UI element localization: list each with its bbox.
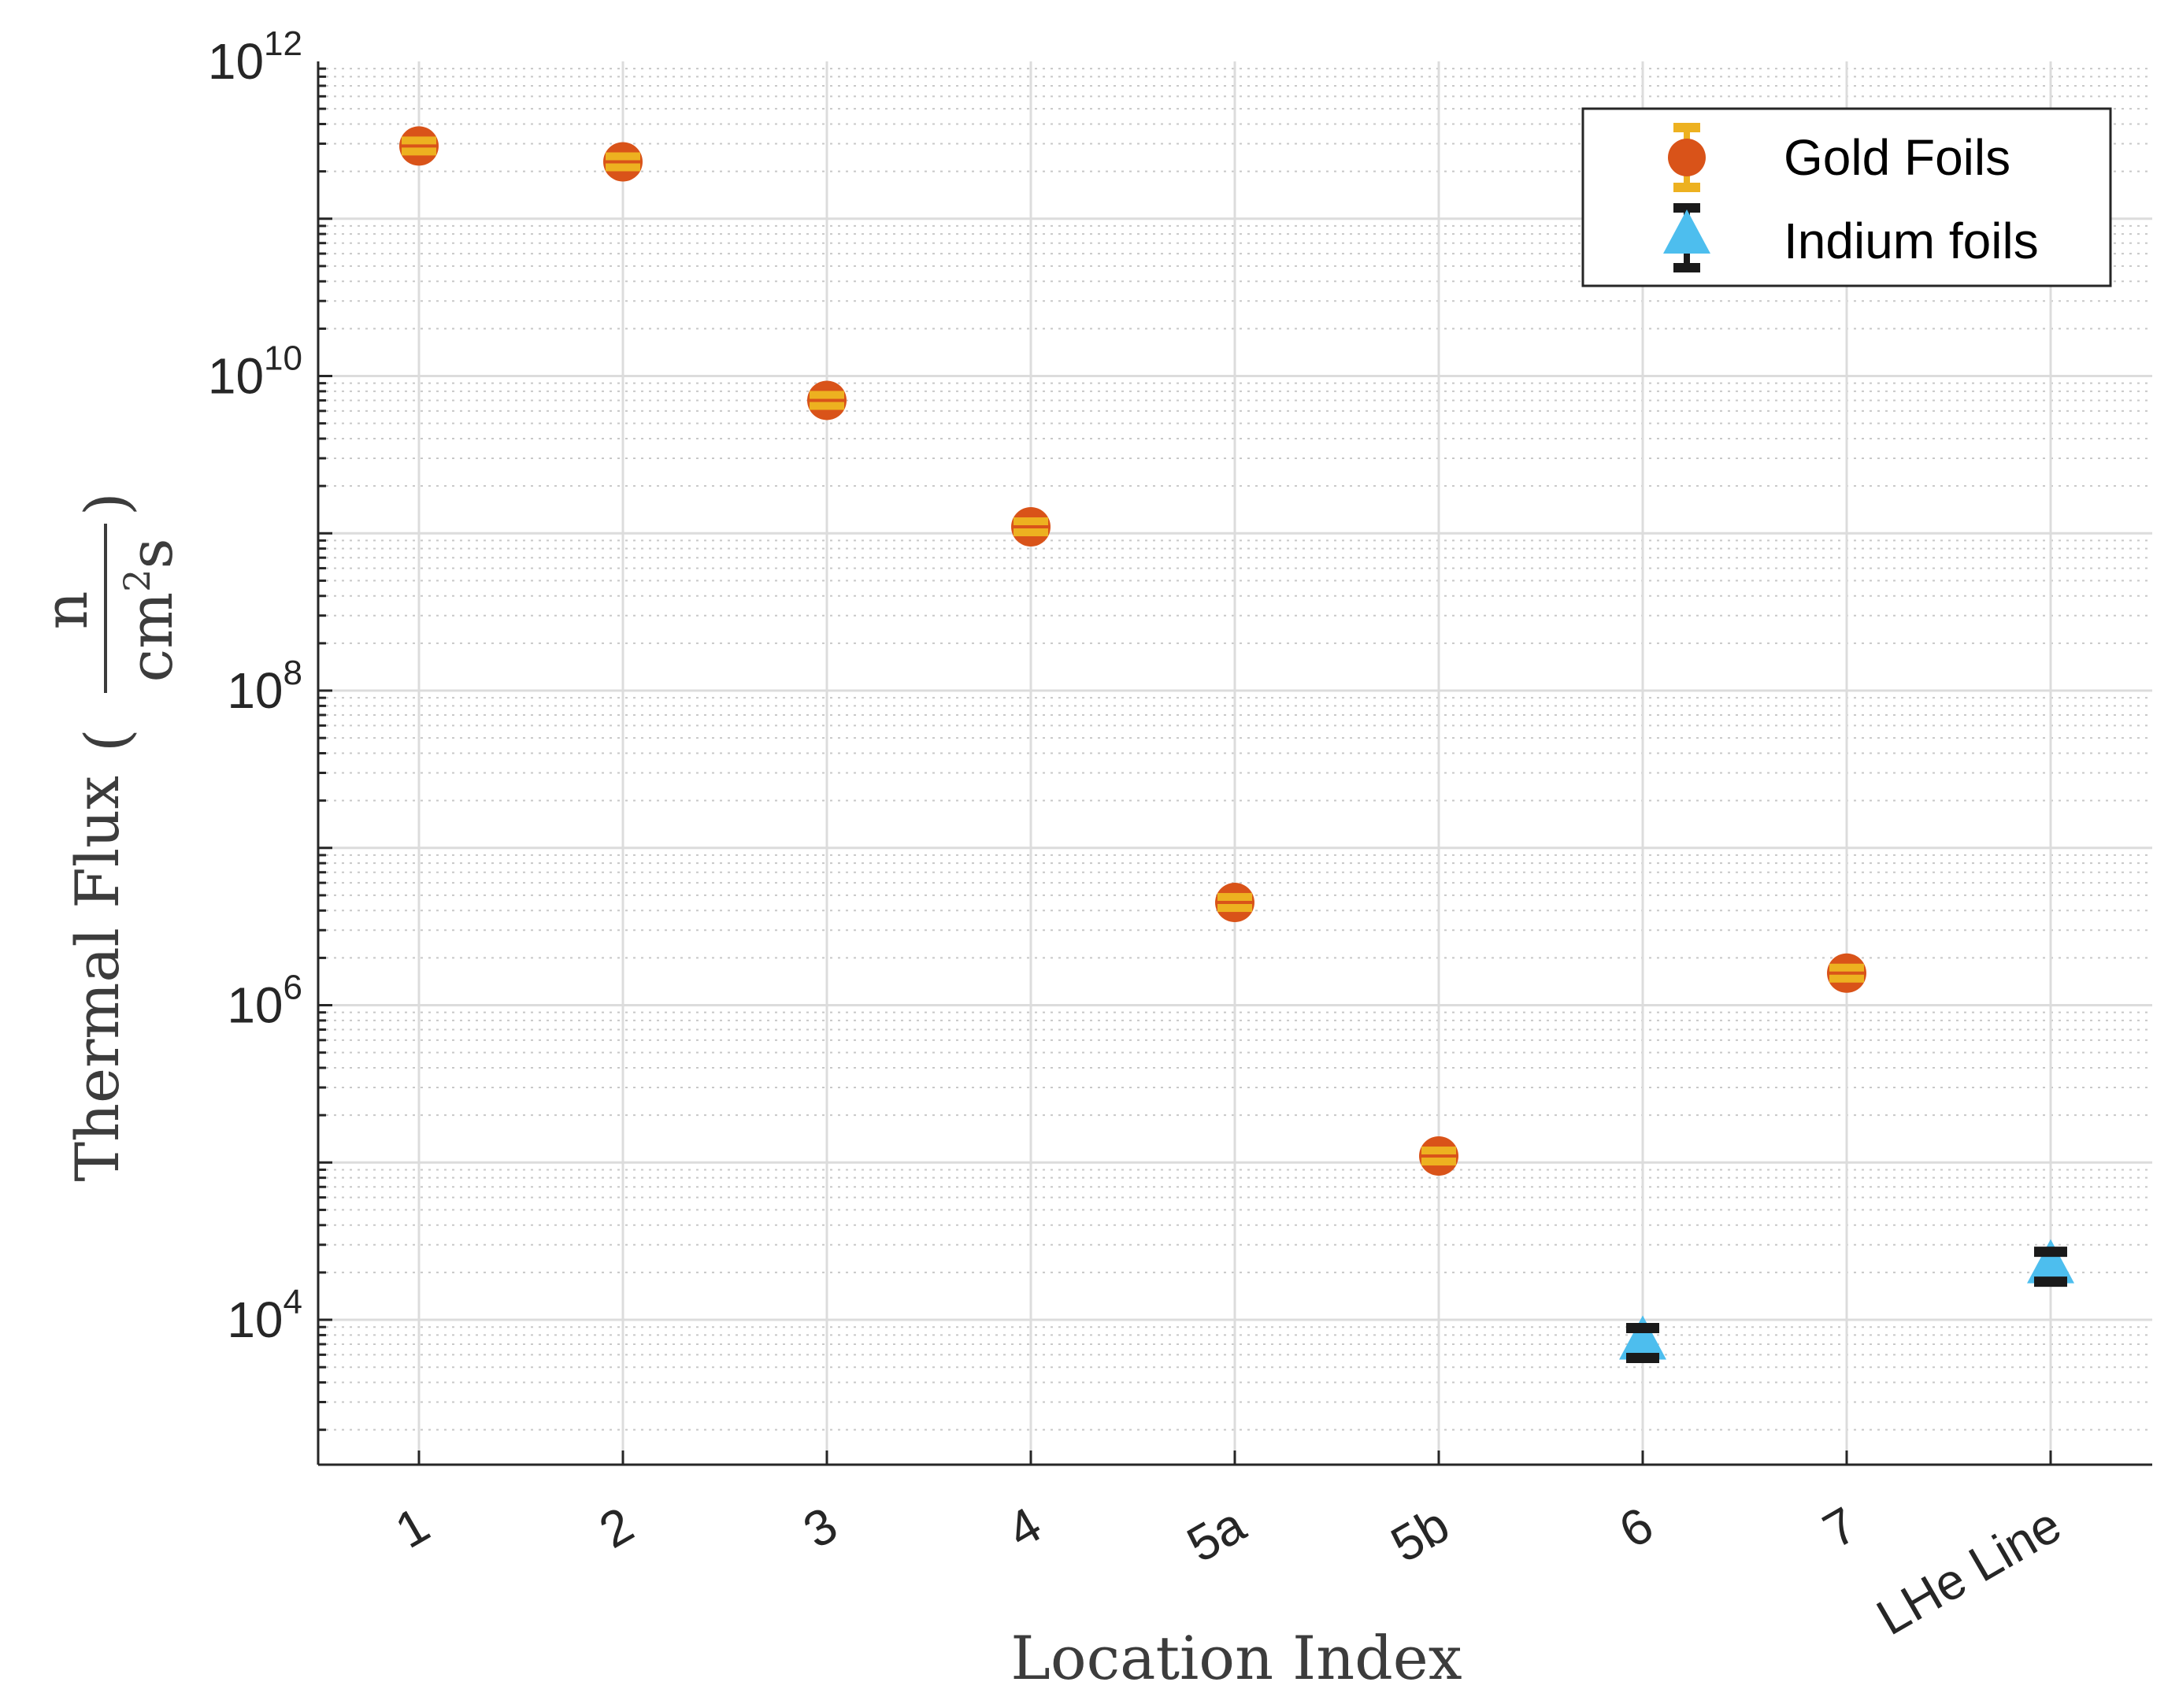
gold-foil-point xyxy=(1215,883,1254,923)
y-axis-unit-open-paren: ( xyxy=(72,728,142,752)
legend-indium-foils-symbol xyxy=(1663,203,1710,272)
legend-indium-foils-label: Indium foils xyxy=(1784,213,2039,269)
y-tick-label: 1012 xyxy=(208,24,302,90)
y-axis-title-text: Thermal Flux xyxy=(62,776,132,1182)
y-axis-unit-denominator-exp: 2 xyxy=(116,569,158,592)
y-axis-unit-numerator: n xyxy=(31,591,101,630)
gold-foil-point xyxy=(1419,1136,1458,1176)
indium-foil-marker xyxy=(1619,1315,1666,1360)
gold-foil-point xyxy=(399,126,439,166)
data-marks xyxy=(399,126,2074,1364)
legend-gold-foils-symbol xyxy=(1668,123,1706,192)
y-axis-unit-close-paren: ) xyxy=(72,492,142,516)
legend-gold-foils-label: Gold Foils xyxy=(1784,129,2010,186)
y-axis-unit-denominator-base: cm xyxy=(116,592,186,683)
y-tick-label: 108 xyxy=(227,654,302,719)
legend: Gold Foils Indium foils xyxy=(1581,107,2112,287)
gold-foil-point xyxy=(807,380,847,421)
gold-foil-point xyxy=(1011,507,1051,547)
y-axis-title: Thermal Flux ( n cm2s ) xyxy=(31,492,186,1181)
grid xyxy=(318,61,2152,1465)
y-axis-unit-denominator-suffix: s xyxy=(116,539,186,569)
y-tick-label: 104 xyxy=(227,1283,302,1348)
y-axis-unit-denominator: cm2s xyxy=(116,539,186,683)
indium-foil-point xyxy=(2027,1239,2074,1287)
gold-foil-point xyxy=(603,142,643,182)
legend-box xyxy=(1581,107,2112,287)
y-tick-label: 106 xyxy=(227,969,302,1034)
indium-foil-marker xyxy=(2027,1239,2074,1284)
y-tick-label: 1010 xyxy=(208,339,302,405)
gold-foil-point xyxy=(1827,953,1866,993)
indium-foil-point xyxy=(1619,1315,1666,1364)
x-axis-title: Location Index xyxy=(1010,1623,1462,1693)
